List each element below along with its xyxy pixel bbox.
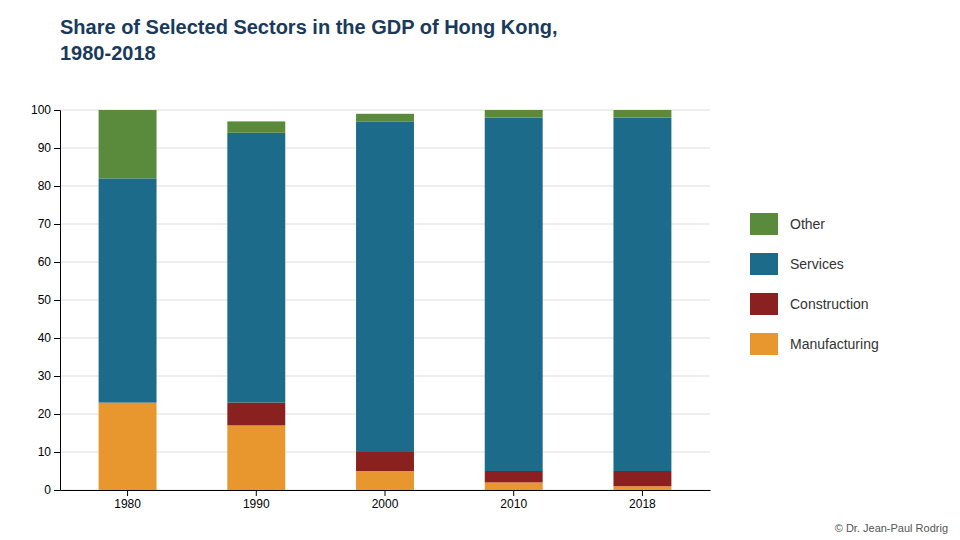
bar — [485, 110, 543, 118]
x-tick-label: 1990 — [243, 497, 270, 511]
y-tick-mark — [54, 452, 60, 453]
y-tick-mark — [54, 300, 60, 301]
legend-swatch — [750, 213, 778, 235]
credit: © Dr. Jean-Paul Rodrig — [835, 522, 948, 534]
y-tick-label: 50 — [38, 293, 52, 307]
y-tick: 90 — [38, 141, 60, 155]
y-tick-label: 100 — [31, 103, 51, 117]
x-tick-mark — [385, 490, 386, 496]
bar — [613, 471, 671, 486]
grid — [60, 110, 710, 490]
bar — [485, 471, 543, 482]
y-tick-mark — [54, 376, 60, 377]
x-tick-label: 2000 — [372, 497, 399, 511]
legend-swatch — [750, 333, 778, 355]
x-tick: 2018 — [629, 490, 656, 511]
bars — [99, 110, 672, 490]
bar — [227, 425, 285, 490]
bar — [227, 133, 285, 403]
series — [99, 110, 672, 178]
legend-label: Services — [790, 256, 844, 272]
x-tick-mark — [127, 490, 128, 496]
series — [227, 403, 671, 487]
legend-label: Construction — [790, 296, 869, 312]
y-tick: 50 — [38, 293, 60, 307]
y-tick-label: 70 — [38, 217, 52, 231]
y-tick: 10 — [38, 445, 60, 459]
legend-label: Other — [790, 216, 825, 232]
bar — [356, 471, 414, 490]
y-tick-mark — [54, 414, 60, 415]
x-tick: 1990 — [243, 490, 270, 511]
y-tick: 100 — [31, 103, 60, 117]
y-tick-mark — [54, 224, 60, 225]
bar — [356, 452, 414, 471]
y-tick: 80 — [38, 179, 60, 193]
y-tick-label: 10 — [38, 445, 52, 459]
y-axis-line — [54, 111, 61, 491]
bar — [613, 486, 671, 490]
x-tick-label: 1980 — [114, 497, 141, 511]
plot: 1980 1990 2000 2010 2018 0 10 20 30 40 50 60 70 80 90 1… — [31, 103, 711, 510]
legend-label: Manufacturing — [790, 336, 879, 352]
y-tick-mark — [54, 186, 60, 187]
bar — [613, 118, 671, 471]
bar — [227, 121, 285, 132]
bar — [485, 118, 543, 471]
legend: Other Services Construction Manufacturing — [750, 213, 879, 355]
y-tick-mark — [54, 338, 60, 339]
bar — [99, 178, 157, 402]
y-tick-label: 90 — [38, 141, 52, 155]
y-tick-mark — [54, 262, 60, 263]
legend-swatch — [750, 253, 778, 275]
bar — [99, 110, 157, 178]
y-tick-mark — [54, 110, 60, 111]
bar — [485, 482, 543, 490]
y-tick: 0 — [44, 483, 60, 497]
y-tick-label: 60 — [38, 255, 52, 269]
y-tick-label: 30 — [38, 369, 52, 383]
y-axis: 0 10 20 30 40 50 60 70 80 90 100 — [31, 103, 61, 497]
title: Share of Selected Sectors in the GDP of … — [60, 16, 557, 64]
x-tick-mark — [642, 490, 643, 496]
x-tick-mark — [256, 490, 257, 496]
y-tick-mark — [54, 490, 60, 491]
x-axis: 1980 1990 2000 2010 2018 — [61, 490, 711, 511]
legend-item: Construction — [750, 293, 869, 315]
legend-item: Other — [750, 213, 825, 235]
legend-item: Services — [750, 253, 844, 275]
legend-swatch — [750, 293, 778, 315]
x-tick: 2010 — [500, 490, 527, 511]
bar — [356, 121, 414, 452]
y-tick-label: 40 — [38, 331, 52, 345]
y-tick-mark — [54, 148, 60, 149]
x-tick-mark — [513, 490, 514, 496]
bar — [613, 110, 671, 118]
y-tick-label: 20 — [38, 407, 52, 421]
y-tick-label: 0 — [44, 483, 51, 497]
y-tick: 30 — [38, 369, 60, 383]
x-tick: 1980 — [114, 490, 141, 511]
x-tick-label: 2018 — [629, 497, 656, 511]
y-tick-label: 80 — [38, 179, 52, 193]
bar — [99, 403, 157, 490]
grid-line — [60, 110, 710, 111]
y-tick: 60 — [38, 255, 60, 269]
bar — [356, 114, 414, 122]
series — [99, 118, 672, 471]
x-tick: 2000 — [372, 490, 399, 511]
legend-item: Manufacturing — [750, 333, 879, 355]
bar — [227, 403, 285, 426]
y-tick: 20 — [38, 407, 60, 421]
x-tick-label: 2010 — [500, 497, 527, 511]
chart: Share of Selected Sectors in the GDP of … — [0, 0, 960, 540]
y-tick: 70 — [38, 217, 60, 231]
y-tick: 40 — [38, 331, 60, 345]
